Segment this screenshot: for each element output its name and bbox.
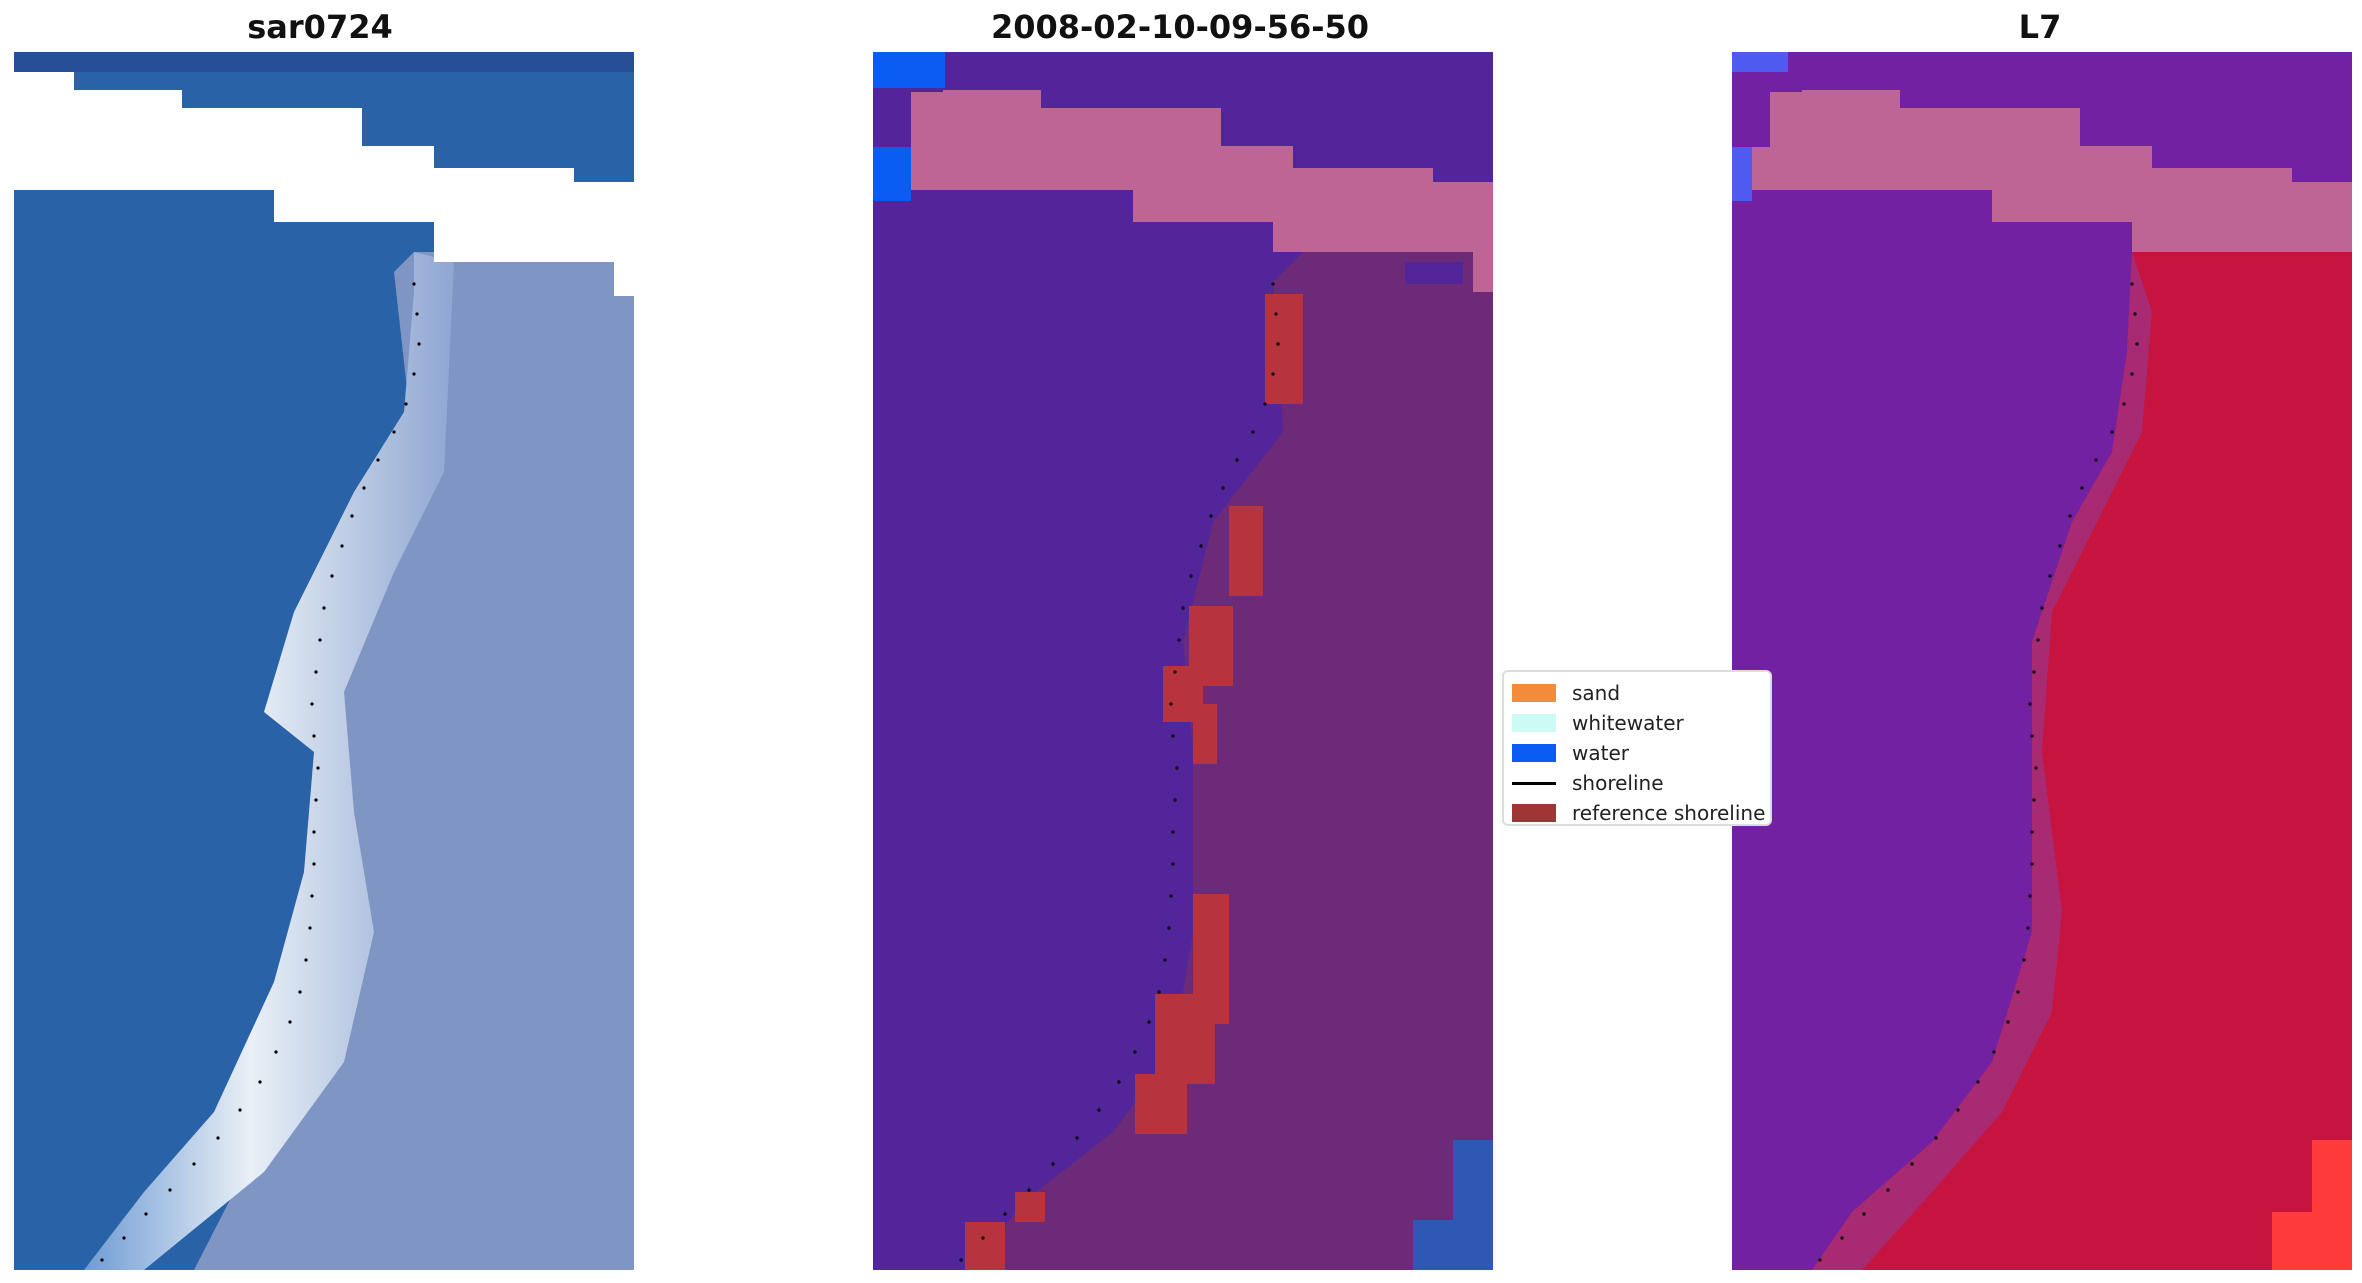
masked-area [14, 52, 634, 296]
sand-swatch [1512, 684, 1556, 702]
legend-item-whitewater: whitewater [1512, 708, 1762, 738]
rgb-image [14, 52, 634, 1270]
legend-item-shoreline: shoreline [1512, 768, 1762, 798]
legend: sand whitewater water shoreline referenc… [1502, 670, 1772, 826]
index-image-panel [1732, 52, 2352, 1270]
blue-index-patch [1732, 52, 1788, 72]
rgb-image-panel [14, 52, 634, 1270]
detected-shoreline-points [100, 282, 421, 1262]
legend-label-water: water [1572, 741, 1629, 765]
panel-title-rgb: sar0724 [247, 8, 393, 46]
water-class-corner [1413, 1140, 1493, 1270]
classified-image [873, 52, 1493, 1270]
legend-label-shoreline: shoreline [1572, 771, 1664, 795]
legend-item-reference-shoreline: reference shoreline [1512, 798, 1766, 825]
blue-index-patch-lower [1732, 147, 1752, 201]
land-index-area [1812, 252, 2352, 1270]
whitewater-swatch [1512, 714, 1556, 732]
index-shoreline-points [1818, 282, 2139, 1262]
reference-shoreline-swatch [1512, 804, 1556, 822]
water-class-patch [873, 52, 945, 88]
shoreline-line-swatch [1512, 781, 1556, 785]
index-image [1732, 52, 2352, 1270]
cloud-index-area [1732, 52, 2352, 252]
water-swatch [1512, 744, 1556, 762]
panel-title-index: L7 [2018, 8, 2062, 46]
legend-item-sand: sand [1512, 678, 1762, 708]
legend-label-whitewater: whitewater [1572, 711, 1684, 735]
land-class-area [973, 252, 1493, 1270]
classified-shoreline-points [959, 282, 1280, 1262]
cloud-edge [14, 52, 634, 72]
reference-shoreline-cells [965, 294, 1303, 1270]
land-area [194, 252, 634, 1270]
cloud-class-area [873, 52, 1493, 292]
bright-index-corner [2272, 1140, 2352, 1270]
panel-title-classified: 2008-02-10-09-56-50 [990, 8, 1370, 46]
beach-strip [84, 252, 454, 1270]
water-class-small [1405, 262, 1463, 284]
legend-label-reference-shoreline: reference shoreline [1572, 801, 1766, 825]
legend-item-water: water [1512, 738, 1762, 768]
water-class-patch-lower [873, 147, 911, 201]
legend-label-sand: sand [1572, 681, 1621, 705]
classified-image-panel [873, 52, 1493, 1270]
